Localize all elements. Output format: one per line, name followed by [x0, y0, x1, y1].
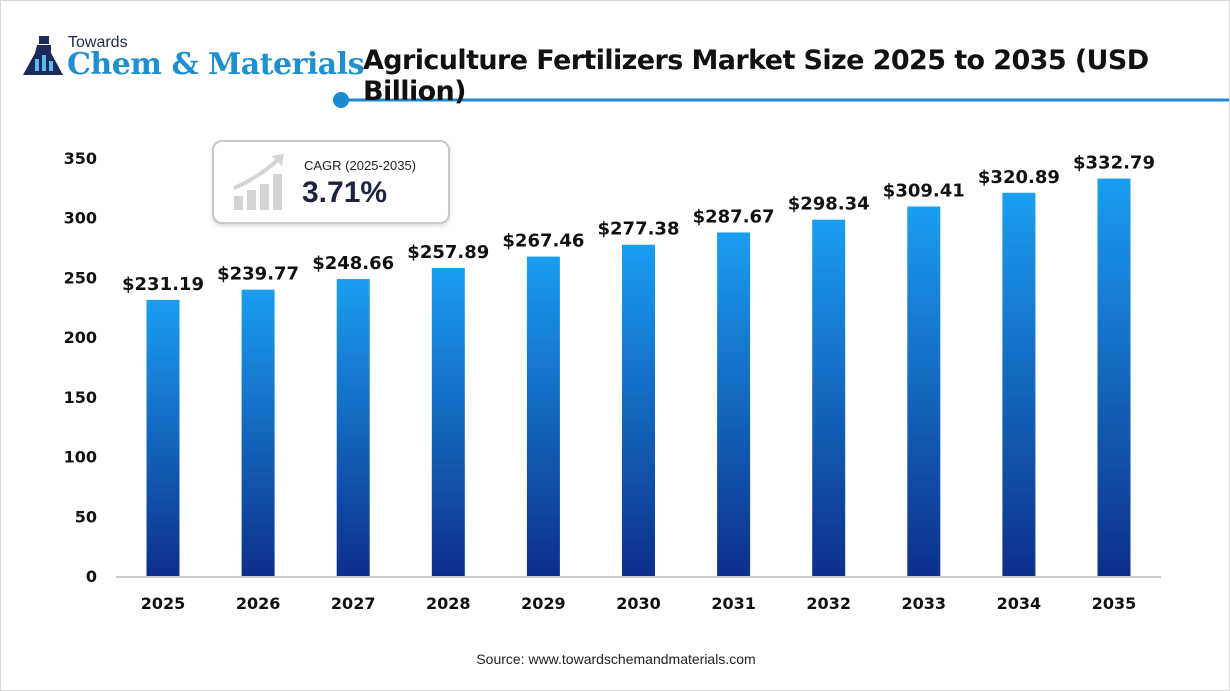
title-underline-dot — [333, 92, 349, 108]
bar-2034 — [1002, 192, 1036, 576]
y-tick-label: 200 — [64, 328, 97, 347]
data-label: $277.38 — [598, 219, 680, 240]
y-tick-label: 0 — [86, 567, 97, 586]
x-tick-label: 2025 — [141, 594, 186, 613]
cagr-value: 3.71% — [302, 176, 388, 209]
bar-2027 — [336, 279, 370, 576]
y-tick-label: 100 — [64, 448, 97, 467]
x-tick-label: 2027 — [331, 594, 376, 613]
x-tick-label: 2035 — [1092, 594, 1137, 613]
source-note: Source: www.towardschemandmaterials.com — [476, 651, 756, 667]
bar-2028 — [431, 268, 465, 576]
chart-title: Agriculture Fertilizers Market Size 2025… — [363, 45, 1149, 107]
bar-2035 — [1097, 178, 1131, 576]
data-label: $248.66 — [312, 253, 394, 274]
bar-2030 — [622, 244, 655, 576]
data-label: $332.79 — [1073, 153, 1155, 174]
x-tick-label: 2029 — [521, 594, 566, 613]
cagr-box: CAGR (2025-2035) 3.71% — [212, 140, 450, 224]
data-label: $267.46 — [502, 231, 584, 252]
y-tick-label: 150 — [64, 388, 97, 407]
data-label: $239.77 — [217, 264, 299, 285]
growth-chart-icon — [233, 154, 284, 210]
x-tick-label: 2033 — [902, 594, 947, 613]
data-label: $309.41 — [883, 180, 965, 201]
bar-2029 — [526, 256, 560, 576]
data-label: $287.67 — [693, 206, 775, 227]
x-tick-label: 2032 — [806, 594, 851, 613]
x-tick-label: 2028 — [426, 594, 471, 613]
data-label: $231.19 — [122, 274, 204, 295]
bar-2033 — [907, 206, 941, 576]
y-tick-label: 350 — [64, 149, 97, 168]
y-tick-label: 50 — [75, 507, 97, 526]
x-tick-label: 2030 — [616, 594, 661, 613]
x-tick-label: 2034 — [997, 594, 1042, 613]
logo-text-towards: Towards — [68, 34, 128, 51]
data-label: $257.89 — [407, 242, 489, 263]
bar-2025 — [146, 299, 180, 576]
x-tick-label: 2026 — [236, 594, 281, 613]
cagr-label: CAGR (2025-2035) — [304, 158, 416, 173]
bar-2026 — [241, 289, 275, 576]
y-tick-label: 300 — [64, 209, 97, 228]
x-tick-label: 2031 — [711, 594, 756, 613]
data-label: $298.34 — [788, 194, 870, 215]
bar-2031 — [717, 232, 751, 577]
bar-2032 — [812, 219, 846, 577]
logo-text-brand: Chem & Materials — [67, 47, 365, 82]
data-label: $320.89 — [978, 167, 1060, 188]
logo-icon — [23, 36, 63, 75]
y-tick-label: 250 — [64, 268, 97, 287]
